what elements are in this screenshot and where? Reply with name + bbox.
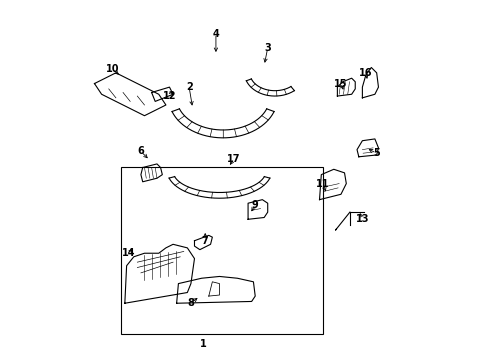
Text: 9: 9 [251,200,258,210]
Text: 7: 7 [202,236,208,246]
Text: 3: 3 [264,43,270,53]
Text: 13: 13 [355,214,368,224]
Text: 10: 10 [105,64,119,74]
Bar [121,167,323,334]
Text: 16: 16 [359,68,372,78]
Text: 14: 14 [122,248,135,258]
Text: 2: 2 [185,82,192,92]
Text: 5: 5 [372,148,379,158]
Text: 17: 17 [226,154,240,163]
Text: 12: 12 [163,91,176,101]
Text: 1: 1 [200,339,206,349]
Text: 11: 11 [316,179,329,189]
Text: 8: 8 [187,298,194,308]
Text: 4: 4 [212,28,219,39]
Text: 6: 6 [137,147,144,157]
Text: 15: 15 [333,78,347,89]
